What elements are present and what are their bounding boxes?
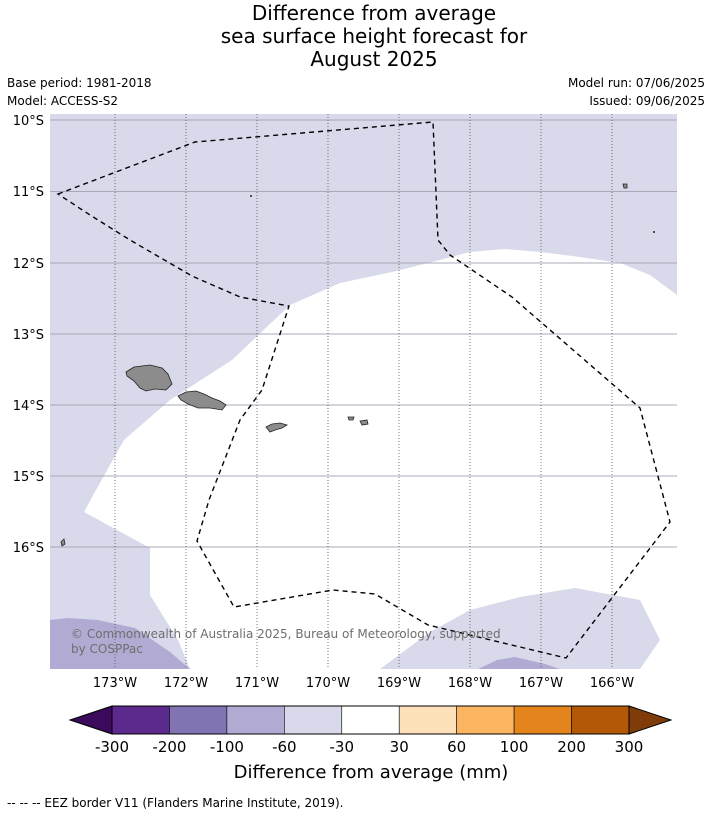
lon-label: 167°W — [519, 676, 563, 691]
colorbar-segment — [571, 705, 630, 735]
colorbar-outline — [111, 705, 630, 735]
colorbar-segment — [284, 705, 343, 735]
colorbar-tick-label: -200 — [152, 738, 186, 756]
island-savaii — [125, 364, 173, 392]
longitude-gridlines — [114, 114, 613, 669]
island-dot-north — [250, 195, 252, 197]
colorbar-tick-label: -300 — [95, 738, 129, 756]
island-manua-a — [347, 416, 355, 421]
lon-label: 172°W — [164, 676, 208, 691]
longitude-labels: 173°W 172°W 171°W 170°W 169°W 168°W 167°… — [93, 676, 634, 691]
latitude-labels: 10°S 11°S 12°S 13°S 14°S 15°S 16°S — [13, 114, 44, 556]
copyright-line-1: © Commonwealth of Australia 2025, Bureau… — [71, 627, 501, 641]
meta-left: Base period: 1981-2018 Model: ACCESS-S2 — [7, 74, 152, 110]
colorbar-tick-label: 200 — [557, 738, 586, 756]
title-line-2: sea surface height forecast for — [220, 24, 528, 48]
colorbar-tick-label: 100 — [500, 738, 529, 756]
chart-title: Difference from average sea surface heig… — [0, 2, 713, 71]
lat-label: 11°S — [13, 185, 44, 200]
lon-label: 170°W — [306, 676, 350, 691]
title-line-1: Difference from average — [251, 1, 497, 25]
title-line-3: August 2025 — [310, 47, 438, 71]
lon-label: 171°W — [235, 676, 279, 691]
colorbar-tick-label: -30 — [330, 738, 355, 756]
lon-label: 173°W — [93, 676, 137, 691]
anomaly-field-neutral — [84, 249, 677, 669]
base-period: Base period: 1981-2018 — [7, 76, 152, 90]
colorbar-segments — [111, 705, 630, 735]
island-tutuila — [265, 422, 288, 433]
colorbar-tick-label: -100 — [210, 738, 244, 756]
colorbar-segment — [226, 705, 285, 735]
colorbar-under-triangle — [68, 705, 113, 735]
eez-borders — [56, 121, 671, 659]
island-swains — [622, 183, 628, 189]
issued-date: Issued: 09/06/2025 — [589, 94, 705, 108]
lon-label: 168°W — [448, 676, 492, 691]
island-upolu — [177, 390, 227, 411]
island-dot-east — [653, 231, 655, 233]
lat-label: 14°S — [13, 399, 44, 414]
colorbar-segment — [111, 705, 170, 735]
colorbar-segment — [341, 705, 400, 735]
lat-label: 10°S — [13, 114, 44, 129]
lat-label: 13°S — [13, 328, 44, 343]
island-west — [60, 538, 66, 547]
colorbar: -300 -200 -100 -60 -30 30 60 100 200 300 Differen… — [68, 705, 673, 783]
lat-label: 16°S — [13, 541, 44, 556]
lon-label: 169°W — [377, 676, 421, 691]
lat-label: 15°S — [13, 470, 44, 485]
lon-label: 166°W — [590, 676, 634, 691]
colorbar-segment — [398, 705, 457, 735]
colorbar-tick-label: 300 — [615, 738, 644, 756]
anomaly-field-mid-left — [50, 618, 190, 669]
eez-border-samoa — [56, 121, 671, 659]
lat-label: 12°S — [13, 257, 44, 272]
colorbar-over-triangle — [628, 705, 673, 735]
colorbar-title: Difference from average (mm) — [234, 762, 509, 783]
land-islands — [60, 183, 628, 547]
colorbar-labels: -300 -200 -100 -60 -30 30 60 100 200 300 — [95, 738, 643, 756]
colorbar-tick-label: 30 — [390, 738, 409, 756]
meta-right: Model run: 07/06/2025 Issued: 09/06/2025 — [568, 74, 705, 110]
latitude-gridlines — [50, 119, 677, 548]
island-manua-b — [359, 419, 369, 426]
map-area: © Commonwealth of Australia 2025, Bureau… — [50, 114, 677, 669]
footer-note: -- -- -- EEZ border V11 (Flanders Marine… — [7, 796, 344, 810]
copyright-line-2: by COSPPac — [71, 642, 143, 656]
colorbar-tick-label: -60 — [272, 738, 297, 756]
colorbar-segment — [456, 705, 515, 735]
colorbar-segment — [513, 705, 572, 735]
model-name: Model: ACCESS-S2 — [7, 94, 119, 108]
model-run: Model run: 07/06/2025 — [567, 76, 705, 90]
colorbar-segment — [169, 705, 228, 735]
colorbar-tick-label: 60 — [447, 738, 466, 756]
anomaly-field-mid-bottom — [478, 657, 560, 669]
